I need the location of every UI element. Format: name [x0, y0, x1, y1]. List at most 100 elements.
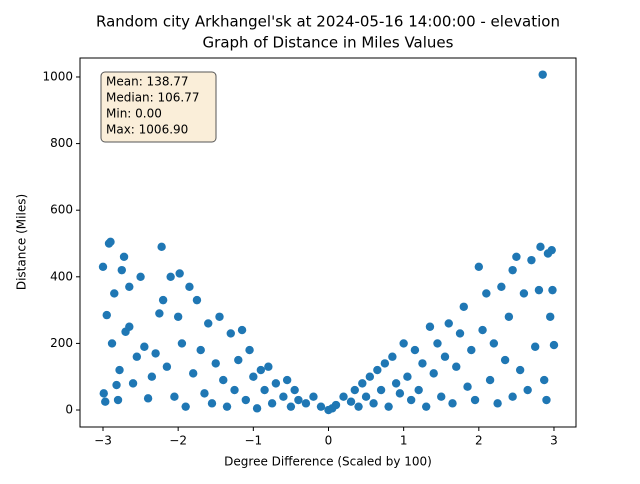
- y-tick-label: 0: [65, 403, 73, 417]
- point: [215, 312, 224, 321]
- y-tick-label: 800: [50, 136, 73, 150]
- point: [369, 399, 378, 408]
- point: [410, 345, 420, 355]
- point: [504, 312, 514, 321]
- chart-subtitle: Graph of Distance in Miles Values: [203, 34, 454, 52]
- point: [200, 389, 209, 398]
- point: [147, 372, 157, 381]
- point: [192, 295, 202, 305]
- point: [112, 380, 121, 390]
- point: [241, 395, 251, 405]
- stats-box: [100, 71, 217, 143]
- point: [175, 269, 184, 278]
- point: [294, 395, 303, 405]
- point: [252, 404, 262, 413]
- point: [282, 375, 292, 385]
- point: [166, 272, 175, 282]
- x-tick-label: −2: [169, 434, 187, 448]
- point: [459, 302, 468, 311]
- x-tick-label: 3: [550, 434, 558, 448]
- stats-line: Min: 0.00: [106, 107, 162, 121]
- point: [463, 382, 472, 391]
- point: [125, 322, 134, 331]
- point: [489, 339, 499, 348]
- point: [542, 395, 551, 405]
- point: [256, 365, 266, 375]
- point: [546, 312, 555, 321]
- y-tick-label: 200: [50, 336, 73, 350]
- point: [151, 349, 160, 358]
- point: [173, 312, 183, 321]
- point: [226, 329, 235, 338]
- point: [113, 395, 123, 405]
- point: [549, 340, 559, 350]
- stats-line: Max: 1006.90: [106, 123, 188, 137]
- point: [536, 242, 545, 252]
- point: [316, 402, 326, 411]
- chart-title: Random city Arkhangel'sk at 2024-05-16 1…: [96, 13, 560, 31]
- point: [403, 372, 412, 381]
- point: [497, 282, 506, 291]
- point: [433, 339, 442, 348]
- y-tick-label: 600: [50, 203, 73, 217]
- point: [493, 399, 502, 408]
- point: [290, 385, 299, 395]
- point: [548, 285, 557, 295]
- point: [448, 399, 457, 408]
- point: [98, 262, 108, 272]
- point: [207, 399, 217, 408]
- point: [418, 359, 427, 368]
- point: [279, 392, 288, 401]
- point: [376, 385, 386, 395]
- point: [425, 322, 435, 331]
- point: [117, 265, 126, 275]
- y-axis-label: Distance (Miles): [15, 194, 29, 290]
- point: [474, 262, 484, 272]
- x-axis-label: Degree Difference (Scaled by 100): [224, 455, 432, 469]
- point: [140, 342, 149, 351]
- point: [391, 379, 401, 388]
- point: [414, 385, 423, 395]
- point: [271, 379, 281, 388]
- point: [365, 372, 375, 381]
- point: [478, 325, 487, 335]
- point: [440, 352, 450, 361]
- point: [485, 375, 495, 385]
- point: [354, 402, 363, 411]
- point: [547, 245, 556, 255]
- point: [143, 394, 153, 403]
- point: [538, 70, 547, 79]
- point: [540, 375, 549, 385]
- point: [107, 339, 117, 348]
- point: [429, 369, 438, 378]
- point: [177, 339, 187, 348]
- point: [196, 345, 205, 355]
- point: [384, 402, 393, 411]
- point: [500, 355, 510, 365]
- point: [162, 362, 172, 371]
- point: [470, 395, 480, 405]
- point: [128, 379, 138, 388]
- point: [380, 359, 390, 368]
- point: [437, 392, 446, 401]
- point: [455, 329, 465, 338]
- point: [170, 392, 179, 401]
- point: [211, 359, 220, 368]
- point: [482, 289, 491, 298]
- point: [181, 402, 190, 411]
- point: [534, 285, 544, 295]
- point: [512, 252, 521, 262]
- y-tick-label: 400: [50, 269, 73, 283]
- point: [119, 252, 129, 262]
- point: [361, 392, 371, 401]
- point: [219, 375, 228, 385]
- point: [264, 362, 273, 371]
- point: [132, 352, 142, 361]
- point: [452, 362, 461, 371]
- point: [508, 392, 517, 401]
- point: [234, 355, 243, 365]
- point: [230, 385, 239, 395]
- point: [245, 345, 254, 355]
- x-tick-label: 1: [400, 434, 408, 448]
